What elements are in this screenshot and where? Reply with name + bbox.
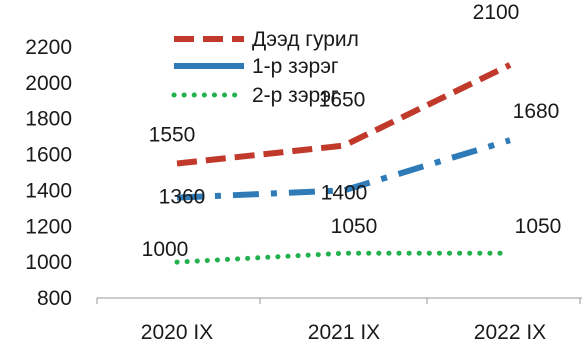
y-tick-label: 1400: [25, 179, 72, 202]
y-tick-label: 1000: [25, 251, 72, 274]
series-line-3: [174, 250, 513, 265]
data-label: 1360: [159, 186, 206, 209]
y-tick-label: 1800: [25, 108, 72, 131]
legend-label-3: 2-р зэрэг: [252, 84, 339, 107]
data-label: 1050: [515, 215, 562, 238]
data-labels: 1550 1650 2100 1360 1400 1680 1000 1050 1050: [142, 1, 562, 261]
series-line-2: [176, 137, 511, 201]
series-lines: [174, 62, 513, 265]
legend-label-2: 1-р зэрэг: [252, 55, 339, 78]
data-label: 1000: [142, 238, 189, 261]
data-label: 1550: [149, 124, 196, 147]
y-tick-label: 2200: [25, 36, 72, 59]
x-axis-ticks: 2020 IX 2021 IX 2022 IX: [96, 298, 581, 344]
data-label: 1400: [321, 181, 368, 204]
y-tick-label: 2000: [25, 72, 72, 95]
x-tick-label: 2021 IX: [308, 321, 380, 344]
y-tick-label: 1600: [25, 144, 72, 167]
data-label: 1050: [331, 215, 378, 238]
y-tick-label: 1200: [25, 215, 72, 238]
series-line-1: [176, 62, 512, 167]
data-label: 1650: [319, 89, 366, 112]
y-axis-ticks: 800 1000 1200 1400 1600 1800 2000 2200: [25, 36, 72, 310]
x-tick-label: 2022 IX: [474, 321, 546, 344]
legend: Дээд гурил 1-р зэрэг 2-р зэрэг: [171, 28, 359, 107]
y-tick-label: 800: [37, 287, 72, 310]
data-label: 1680: [513, 100, 560, 123]
x-tick-label: 2020 IX: [141, 321, 213, 344]
data-label: 2100: [473, 1, 520, 24]
legend-label-1: Дээд гурил: [252, 28, 359, 51]
